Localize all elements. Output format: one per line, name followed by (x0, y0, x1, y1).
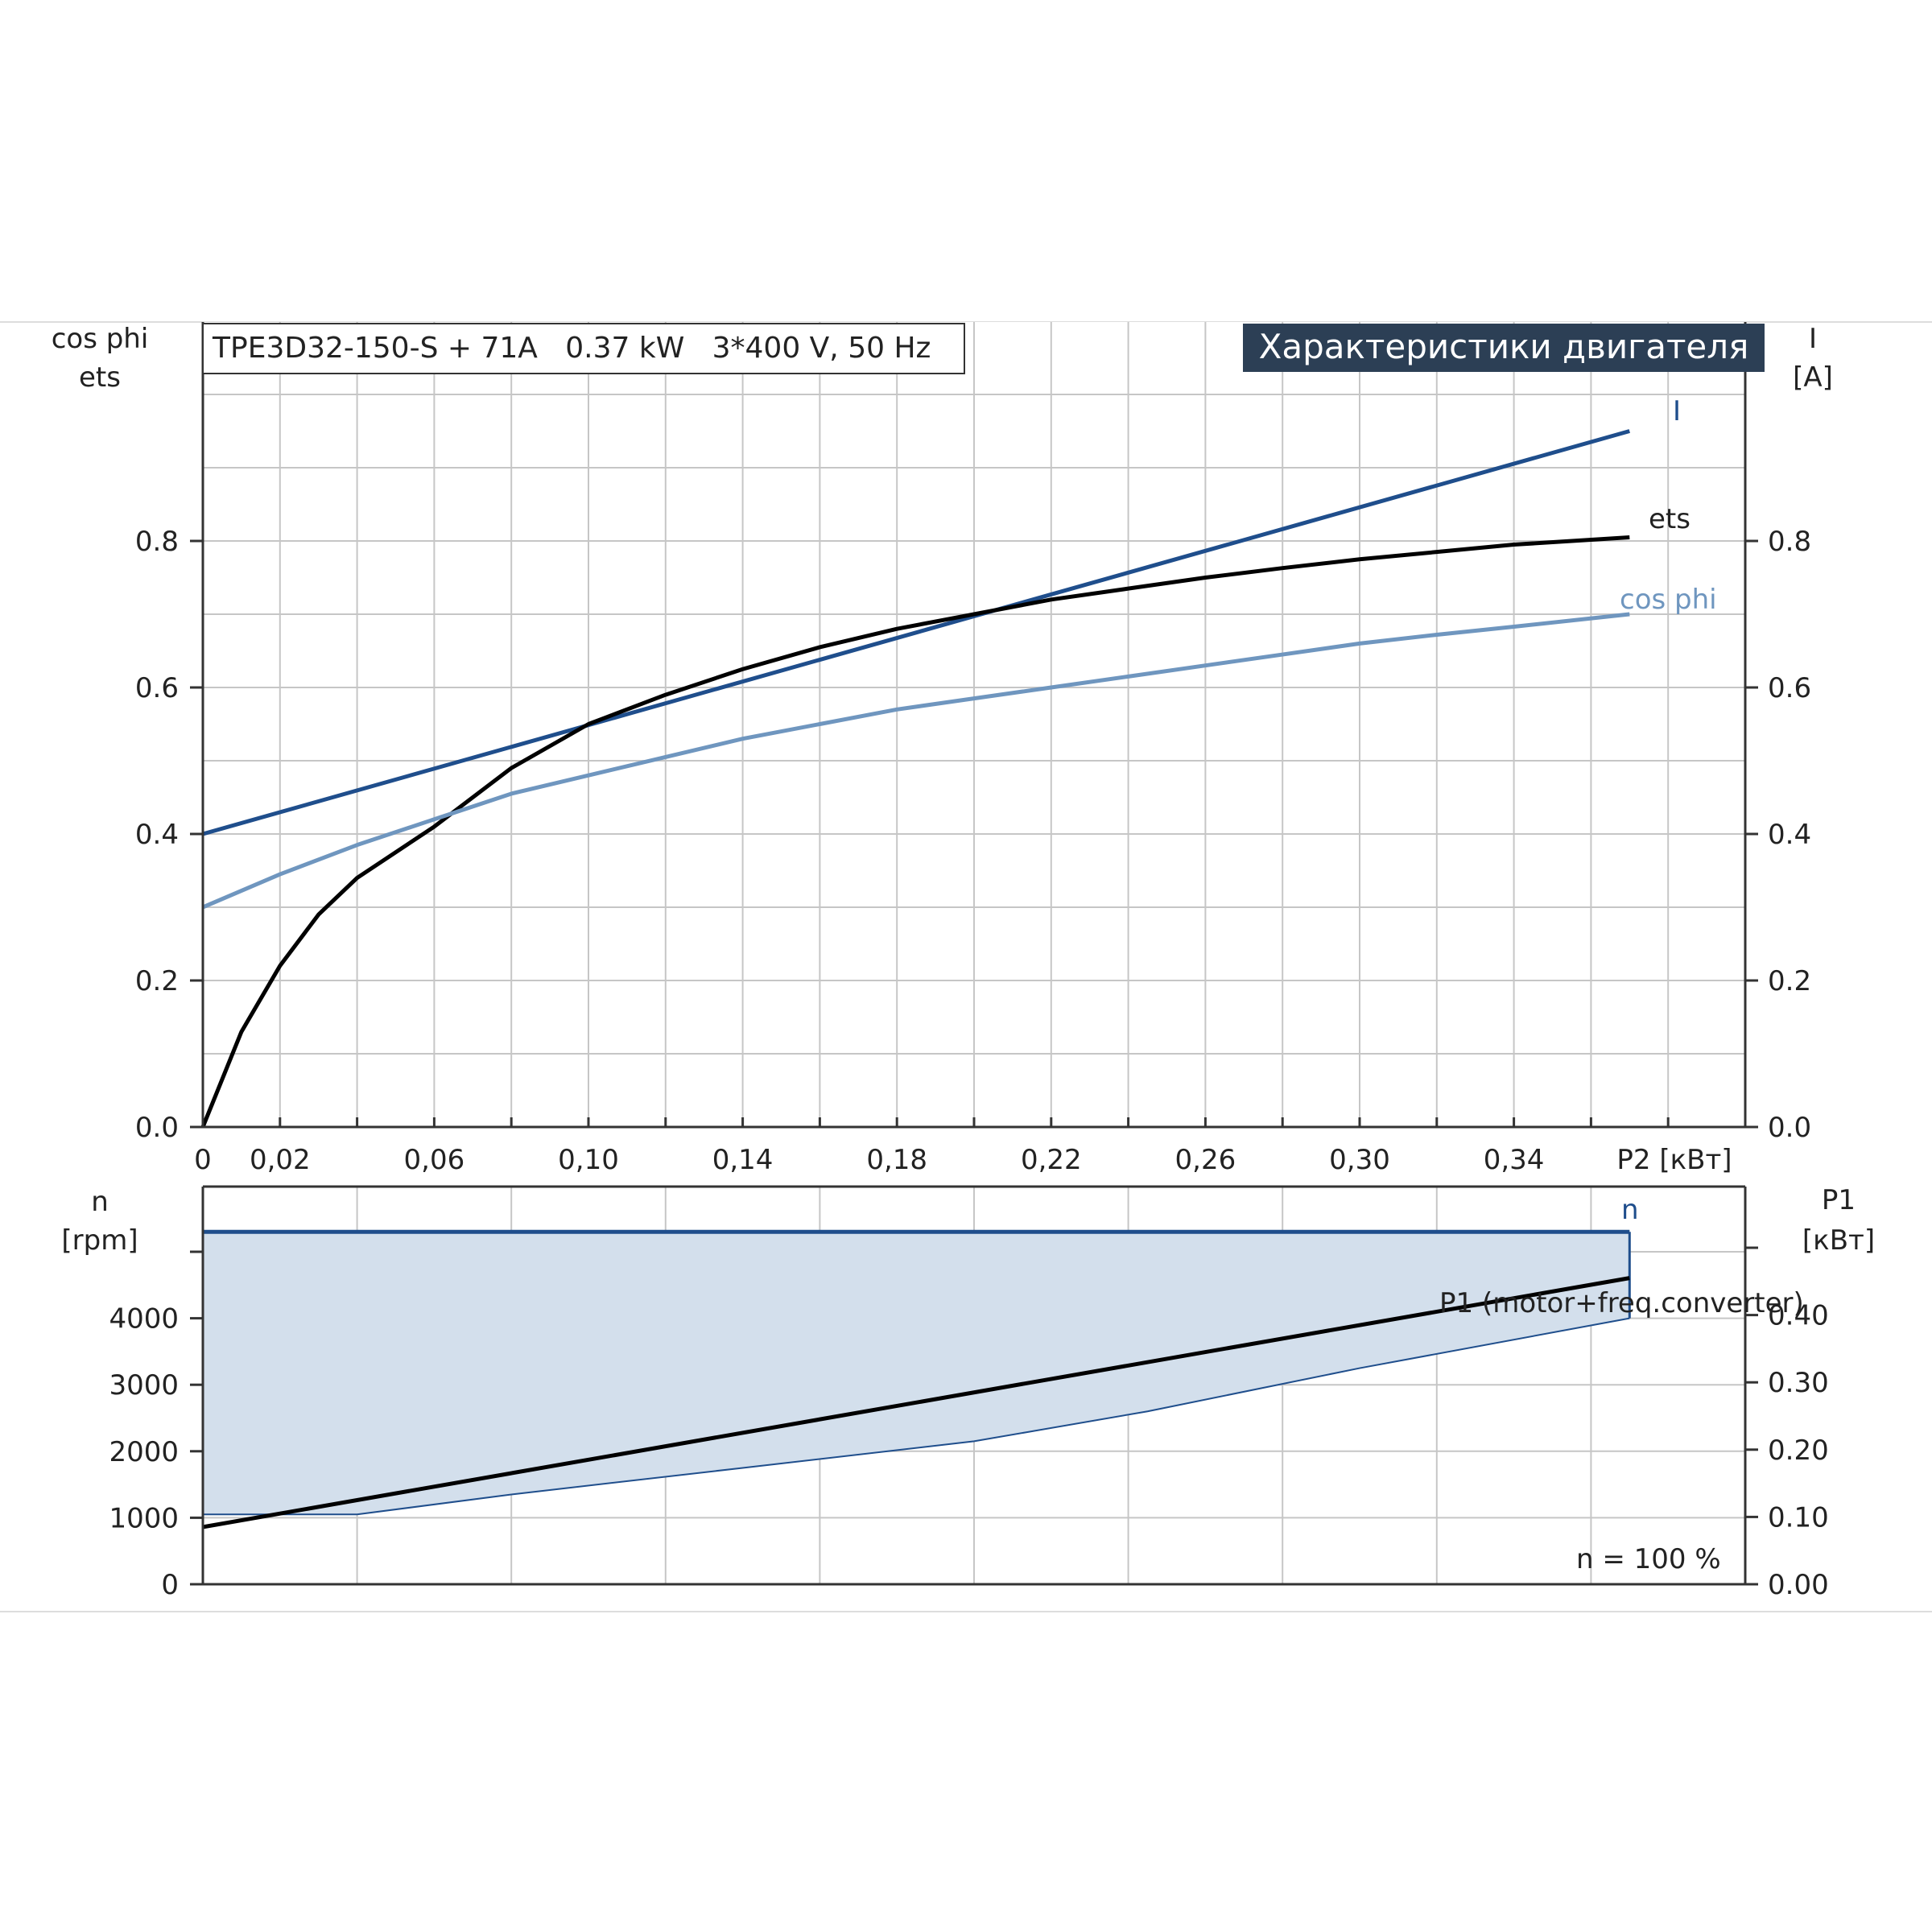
n-tick-label: 1000 (109, 1502, 179, 1534)
curve-label-P1: P1 (motor+freq.converter) (1439, 1287, 1804, 1319)
top-panel: 0 0,02 0,06 0,10 0,14 0,18 0,22 0,26 0,30 0,34 0.0… (52, 322, 1833, 1176)
x-tick-label: 0 (194, 1144, 212, 1176)
x-tick-label: 0,30 (1329, 1144, 1390, 1176)
y-tick-label-left: 0.4 (135, 819, 179, 851)
series-n-lower-line (203, 1317, 1630, 1516)
n-tick-label: 4000 (109, 1303, 179, 1335)
bottom-left-axis-title-2: [rpm] (61, 1224, 138, 1257)
series-I-line (202, 429, 1630, 836)
x-tick-label: 0,22 (1021, 1144, 1082, 1176)
bottom-left-axis-title-1: n (91, 1186, 109, 1218)
bottom-panel: 0 1000 2000 3000 4000 0.00 0.10 0.20 0.30 0.40 n … (61, 1184, 1875, 1601)
y-tick-label-right: 0.0 (1768, 1112, 1811, 1144)
title-banner (1243, 324, 1765, 372)
y-tick-label-right: 0.2 (1768, 965, 1811, 997)
x-tick-label: 0,18 (866, 1144, 927, 1176)
curve-label-ets: ets (1649, 503, 1690, 535)
x-tick-label: 0,10 (558, 1144, 619, 1176)
curve-label-n: n (1621, 1194, 1639, 1226)
model-label: TPE3D32-150-S + 71A 0.37 kW 3*400 V, 50 … (212, 332, 931, 365)
x-tick-label: 0,14 (712, 1144, 774, 1176)
series-P1-line (202, 1276, 1630, 1530)
P1-tick-label: 0.00 (1768, 1569, 1829, 1601)
n-tick-label: 3000 (109, 1369, 179, 1402)
curve-label-I: I (1673, 395, 1681, 427)
speed-range-area (203, 1232, 1630, 1515)
bottom-ticks: 0 1000 2000 3000 4000 0.00 0.10 0.20 0.30 0.40 (109, 1246, 1829, 1601)
y-tick-label-left: 0.2 (135, 965, 179, 997)
y-tick-label-right: 0.4 (1768, 819, 1811, 851)
x-tick-label: 0,02 (250, 1144, 311, 1176)
y-tick-label-left: 0.6 (135, 672, 179, 704)
x-tick-label: 0,06 (404, 1144, 465, 1176)
y-tick-label-left: 0.8 (135, 526, 179, 558)
top-grid (203, 322, 1745, 1127)
x-tick-label: 0,34 (1484, 1144, 1545, 1176)
curve-label-cosphi: cos phi (1620, 584, 1717, 616)
speed-note: n = 100 % (1576, 1543, 1721, 1575)
y-tick-label-right: 0.8 (1768, 526, 1811, 558)
top-right-axis-title-2: [A] (1793, 361, 1833, 394)
x-axis-unit-label: P2 [кВт] (1616, 1144, 1732, 1176)
P1-tick-label: 0.20 (1768, 1435, 1829, 1467)
P1-tick-label: 0.10 (1768, 1501, 1829, 1534)
model-box (202, 323, 965, 374)
series-cos-phi-line (202, 612, 1630, 910)
bottom-curves (202, 1229, 1631, 1530)
title-banner-text: Характеристики двигателя (1259, 327, 1749, 366)
n-tick-label: 0 (161, 1569, 179, 1601)
top-ticks: 0 0,02 0,06 0,10 0,14 0,18 0,22 0,26 0,30 0,34 0.0… (135, 526, 1811, 1176)
series-ets-line (200, 535, 1630, 1128)
top-curves (200, 429, 1630, 1128)
y-tick-label-right: 0.6 (1768, 672, 1811, 704)
bottom-right-axis-title-2: [кВт] (1802, 1224, 1875, 1257)
n-tick-label: 2000 (109, 1436, 179, 1468)
bottom-right-axis-title-1: P1 (1822, 1184, 1856, 1216)
top-left-axis-title-2: ets (79, 361, 121, 394)
top-left-axis-title-1: cos phi (52, 323, 149, 355)
top-right-axis-title-1: I (1809, 323, 1817, 355)
P1-tick-label: 0.40 (1768, 1300, 1829, 1332)
y-tick-label-left: 0.0 (135, 1112, 179, 1144)
x-tick-label: 0,26 (1175, 1144, 1236, 1176)
P1-tick-label: 0.30 (1768, 1367, 1829, 1399)
